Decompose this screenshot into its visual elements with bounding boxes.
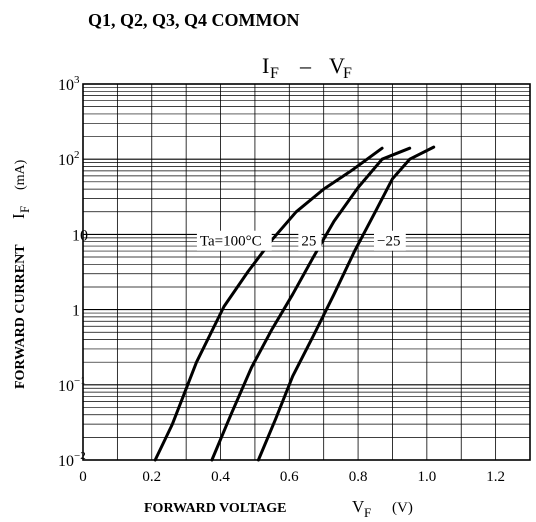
x-tick-label: 1.0	[417, 469, 436, 485]
y-axis-label: FORWARD CURRENT I F (mA)	[9, 159, 32, 389]
y-axis-symbol-sub: F	[17, 206, 32, 213]
series-line	[256, 145, 436, 462]
series-label-text: −25	[377, 234, 400, 250]
x-axis-symbol: V	[352, 497, 365, 516]
plot-border	[82, 83, 531, 461]
x-tick-label: 1.2	[486, 469, 505, 485]
series-label-bg	[196, 230, 272, 251]
plot-frame	[82, 83, 531, 461]
x-axis-symbol-sub: F	[364, 505, 371, 520]
y-tick-base: 10	[72, 227, 88, 244]
title-i: I	[262, 53, 269, 78]
series-label-text: Ta=100°C	[200, 234, 262, 250]
y-tick-label: 10 2	[58, 149, 80, 169]
x-axis-name: FORWARD VOLTAGE	[144, 501, 287, 516]
y-tick-base: 10	[58, 453, 74, 470]
y-axis-unit: (mA)	[13, 159, 28, 190]
y-tick-label: 10 −2	[58, 450, 86, 470]
y-tick-base: 1	[72, 303, 80, 320]
y-tick-label: 1	[72, 303, 80, 320]
y-tick-label: 10 3	[58, 74, 80, 94]
title-v: V	[329, 53, 345, 78]
y-axis-symbol: I	[9, 213, 28, 219]
title-dash: –	[299, 53, 312, 78]
series-label: 25	[298, 230, 322, 251]
x-tick-label: 0.2	[142, 469, 161, 485]
x-axis-unit: (V)	[392, 500, 413, 516]
x-axis-label: FORWARD VOLTAGE V F (V)	[144, 497, 413, 520]
y-tick-exponent: −1	[74, 375, 86, 387]
x-tick-label: 0.8	[349, 469, 368, 485]
grid	[83, 84, 530, 460]
series-label: Ta=100°C	[196, 230, 272, 251]
series-label-bg	[298, 230, 322, 251]
chart-title: I F – V F	[262, 53, 352, 82]
y-tick-base: 10	[58, 77, 74, 94]
title-v-sub: F	[343, 65, 352, 82]
title-i-sub: F	[270, 65, 279, 82]
series-labels: Ta=100°C 25 −25	[196, 230, 406, 251]
x-tick-label: 0.6	[280, 469, 299, 485]
series-label-bg	[373, 230, 406, 251]
y-tick-exponent: 3	[74, 74, 80, 86]
y-tick-label: 10 −1	[58, 375, 86, 395]
common-note: Q1, Q2, Q3, Q4 COMMON	[88, 10, 299, 30]
series	[153, 145, 436, 462]
series-line	[210, 146, 412, 462]
y-tick-exponent: 2	[74, 149, 80, 161]
y-tick-base: 10	[58, 152, 74, 169]
y-tick-exponent: −2	[74, 450, 86, 462]
y-tick-label: 10	[72, 227, 88, 244]
series-label-text: 25	[301, 234, 316, 250]
series-line	[153, 146, 384, 462]
x-tick-label: 0.4	[211, 469, 230, 485]
y-axis-name: FORWARD CURRENT	[13, 244, 28, 389]
x-tick-labels: 0 0.2 0.4 0.6 0.8 1.0 1.2	[79, 469, 505, 485]
series-label: −25	[373, 230, 406, 251]
y-tick-base: 10	[58, 378, 74, 395]
x-tick-label: 0	[79, 469, 87, 485]
